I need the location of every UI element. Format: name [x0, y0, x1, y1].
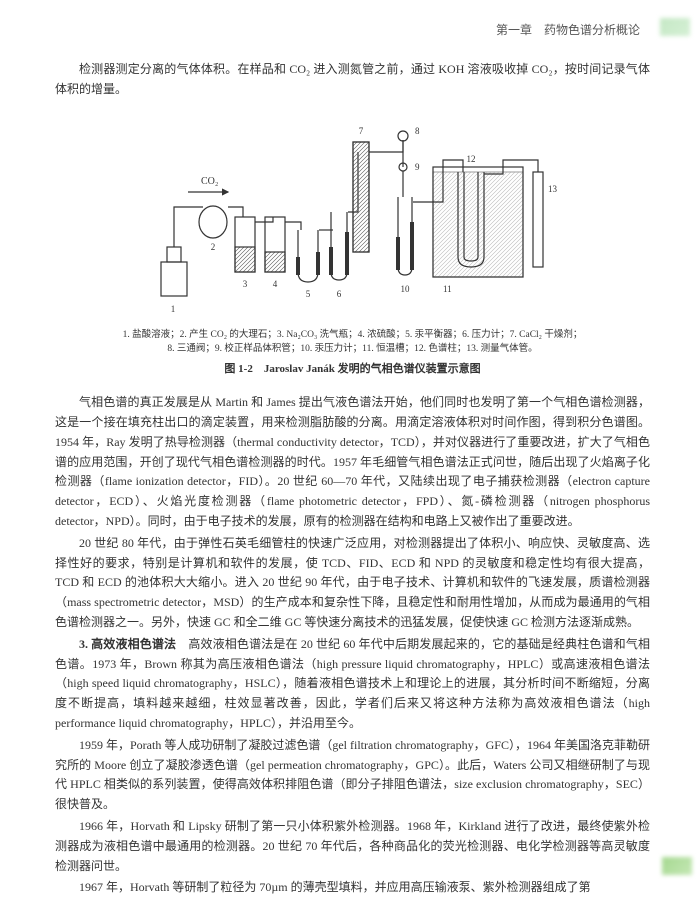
chapter-label: 第一章 药物色谱分析概论 — [496, 23, 640, 37]
svg-text:6: 6 — [336, 289, 341, 299]
svg-text:1: 1 — [170, 304, 175, 314]
figure-1-2: 1 2 CO₂ 3 4 5 — [55, 112, 650, 379]
svg-text:2: 2 — [210, 242, 215, 252]
corner-artifact-top — [660, 18, 690, 36]
paragraph-1: 气相色谱的真正发展是从 Martin 和 James 提出气液色谱法开始，他们同… — [55, 393, 650, 532]
figure-caption: 图 1-2 Jaroslav Janák 发明的气相色谱仪装置示意图 — [55, 360, 650, 379]
legend-line-2: 8. 三通阀；9. 校正样品体积管；10. 汞压力计；11. 恒温槽；12. 色… — [93, 342, 613, 356]
svg-text:8: 8 — [415, 126, 420, 136]
svg-text:7: 7 — [358, 126, 363, 136]
section-3-lead: 3. 高效液相色谱法 — [79, 637, 176, 651]
svg-text:4: 4 — [272, 279, 277, 289]
svg-text:3: 3 — [242, 279, 247, 289]
paragraph-5: 1966 年，Horvath 和 Lipsky 研制了第一只小体积紫外检测器。1… — [55, 817, 650, 876]
paragraph-6: 1967 年，Horvath 等研制了粒径为 70µm 的薄壳型填料，并应用高压… — [55, 878, 650, 898]
intro-paragraph: 检测器测定分离的气体体积。在样品和 CO₂ 进入测氮管之前，通过 KOH 溶液吸… — [55, 60, 650, 100]
svg-text:9: 9 — [415, 162, 420, 172]
svg-text:13: 13 — [548, 184, 558, 194]
page-header: 第一章 药物色谱分析概论 — [55, 20, 650, 40]
paragraph-4: 1959 年，Porath 等人成功研制了凝胶过滤色谱（gel filtrati… — [55, 736, 650, 815]
paragraph-2: 20 世纪 80 年代，由于弹性石英毛细管柱的快速广泛应用，对检测器提出了体积小… — [55, 534, 650, 633]
svg-text:10: 10 — [400, 284, 410, 294]
svg-text:CO₂: CO₂ — [201, 176, 218, 187]
paragraph-3: 3. 高效液相色谱法 高效液相色谱法是在 20 世纪 60 年代中后期发展起来的… — [55, 635, 650, 734]
svg-text:5: 5 — [305, 289, 310, 299]
svg-text:11: 11 — [443, 284, 452, 294]
figure-legend: 1. 盐酸溶液；2. 产生 CO₂ 的大理石；3. Na₂CO₃ 洗气瓶；4. … — [93, 328, 613, 357]
corner-artifact-bottom — [662, 857, 692, 875]
svg-text:12: 12 — [466, 154, 475, 164]
apparatus-diagram-svg: 1 2 CO₂ 3 4 5 — [143, 112, 563, 322]
legend-line-1: 1. 盐酸溶液；2. 产生 CO₂ 的大理石；3. Na₂CO₃ 洗气瓶；4. … — [93, 328, 613, 342]
